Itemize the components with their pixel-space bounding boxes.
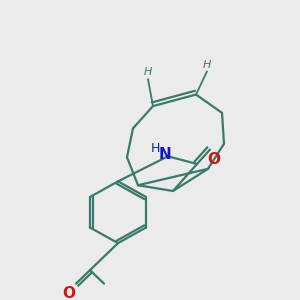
Text: H: H [203, 60, 211, 70]
Text: N: N [159, 147, 171, 162]
Text: H: H [150, 142, 160, 155]
Text: O: O [208, 152, 220, 167]
Text: H: H [144, 68, 152, 77]
Text: O: O [62, 286, 76, 300]
